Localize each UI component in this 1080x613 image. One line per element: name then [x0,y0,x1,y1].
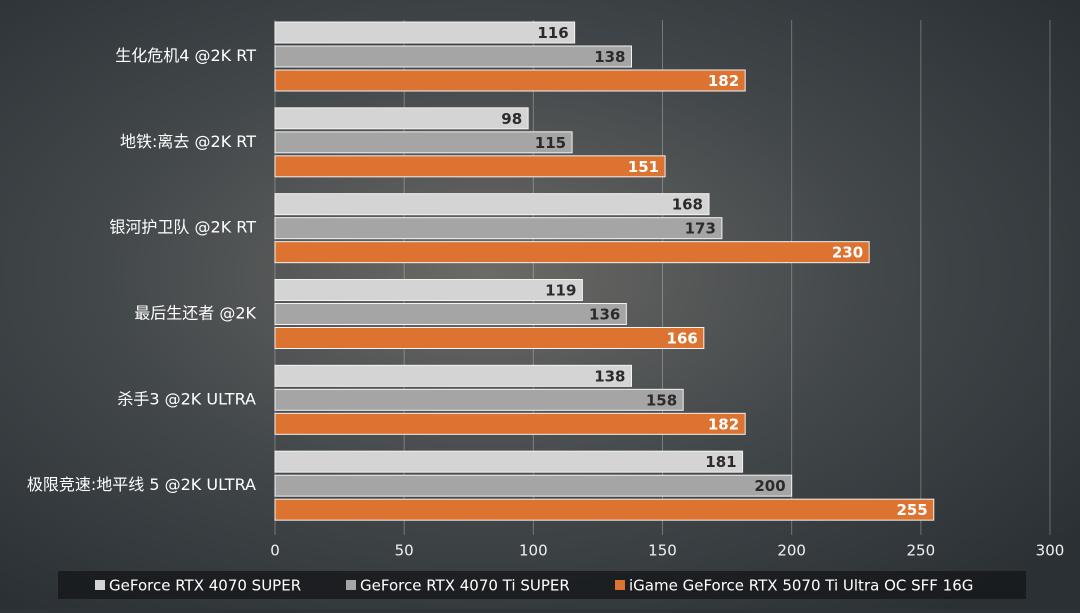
data-label: 230 [832,244,863,262]
bar [274,474,793,497]
bar [274,193,710,216]
x-tick-label: 300 [1036,542,1065,560]
x-tick-label: 100 [519,542,548,560]
bar [274,217,723,240]
bar [274,21,576,44]
data-label: 181 [705,453,736,471]
data-label: 200 [754,477,785,495]
data-label: 158 [646,391,677,409]
category-label: 地铁:离去 @2K RT [120,132,256,151]
data-label: 119 [545,282,576,300]
legend-label: iGame GeForce RTX 5070 Ti Ultra OC SFF 1… [629,577,973,595]
bar [274,364,632,387]
bar [274,131,573,154]
bar [274,388,684,411]
x-tick-label: 250 [907,542,936,560]
legend-swatch [95,580,105,590]
x-tick-label: 50 [395,542,414,560]
bar [274,450,744,473]
bar [274,327,705,349]
bar [274,412,746,435]
category-label: 生化危机4 @2K RT [115,46,256,65]
data-label: 255 [896,501,927,519]
bar [274,69,746,92]
data-label: 136 [589,306,620,324]
data-label: 138 [594,48,625,66]
x-tick-label: 150 [648,542,677,560]
legend-box [58,571,1026,599]
data-label: 168 [672,196,703,214]
data-label: 151 [628,158,659,176]
data-label: 166 [667,330,698,348]
bar [274,279,583,301]
bar [274,241,870,264]
data-label: 115 [535,134,566,152]
category-label: 杀手3 @2K ULTRA [117,389,256,408]
legend-swatch [346,580,356,590]
data-label: 98 [501,110,522,128]
data-label: 182 [708,72,739,90]
bar [274,303,627,325]
legend-swatch [615,580,625,590]
category-label: 极限竞速:地平线 5 @2K ULTRA [27,475,256,494]
category-label: 最后生还者 @2K [134,304,256,323]
legend-label: GeForce RTX 4070 SUPER [109,577,301,595]
category-label: 银河护卫队 @2K RT [109,218,256,237]
data-label: 116 [537,24,568,42]
legend-label: GeForce RTX 4070 Ti SUPER [360,577,570,595]
x-tick-label: 200 [777,542,806,560]
bar [274,107,529,130]
data-label: 173 [685,220,716,238]
bar [274,45,632,68]
bar [274,498,935,521]
bar [274,155,666,178]
data-label: 182 [708,415,739,433]
x-tick-label: 0 [270,542,280,560]
data-label: 138 [594,367,625,385]
